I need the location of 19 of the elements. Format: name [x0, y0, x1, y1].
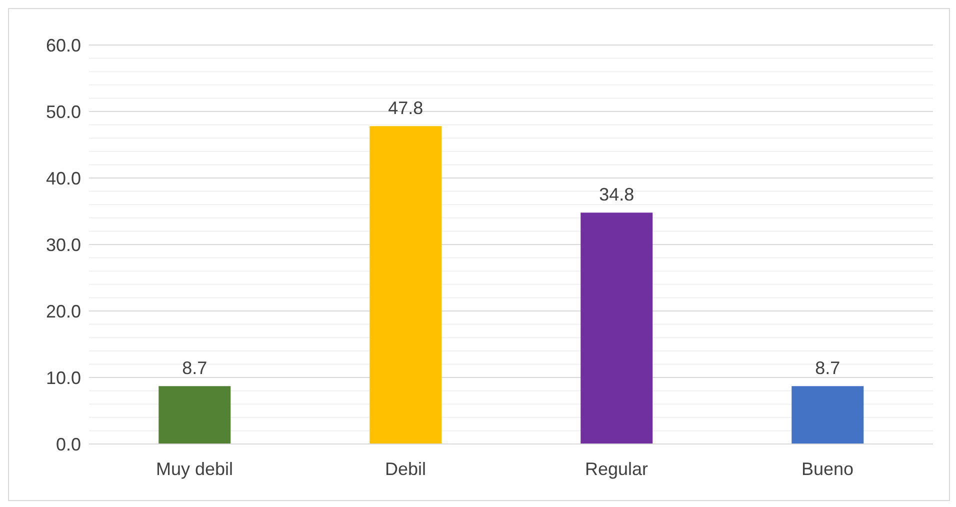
y-tick-label: 40.0 [46, 168, 81, 188]
data-label: 8.7 [815, 358, 840, 378]
data-label: 8.7 [182, 358, 208, 378]
y-tick-label: 60.0 [46, 35, 81, 56]
x-tick-label: Muy debil [156, 458, 234, 479]
x-tick-label: Bueno [801, 458, 854, 479]
y-tick-label: 0.0 [56, 434, 81, 454]
x-tick-label: Regular [584, 458, 648, 479]
y-tick-label: 50.0 [46, 102, 81, 122]
data-label: 34.8 [599, 184, 634, 205]
x-tick-label: Debil [384, 458, 426, 479]
bar [370, 126, 442, 444]
y-tick-label: 30.0 [46, 234, 81, 255]
bar [580, 212, 653, 444]
y-tick-label: 10.0 [46, 368, 81, 388]
y-tick-label: 20.0 [46, 301, 81, 322]
bar [792, 386, 864, 444]
bar [158, 386, 231, 444]
data-label: 47.8 [388, 98, 424, 118]
